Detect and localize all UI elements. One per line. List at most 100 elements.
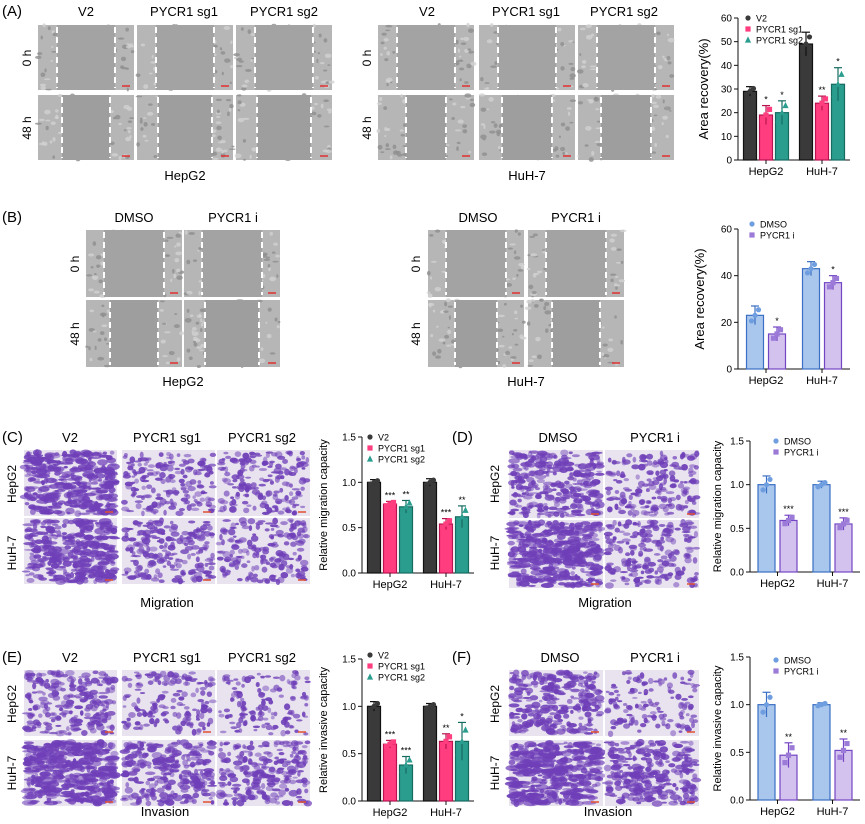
stained-cell [543, 452, 551, 456]
stained-cell [244, 676, 252, 684]
stained-cell [285, 567, 294, 574]
stained-cell [303, 533, 309, 538]
stained-cell [58, 461, 65, 465]
wound-healing-micrograph [183, 230, 280, 297]
stained-cell [237, 757, 248, 763]
stained-cell [288, 744, 296, 749]
stained-cell [595, 521, 603, 528]
stained-cell [255, 682, 260, 688]
transwell-micrograph [215, 517, 311, 586]
cell-texture [150, 123, 156, 126]
cell-texture [174, 245, 177, 248]
stained-cell [554, 496, 561, 502]
stained-cell [273, 684, 280, 691]
stained-cell [92, 502, 104, 507]
cell-texture [579, 27, 586, 31]
stained-cell [224, 471, 231, 477]
stained-cell [89, 790, 97, 794]
cell-texture [601, 352, 605, 357]
stained-cell [50, 751, 56, 758]
cell-texture [447, 326, 451, 329]
stained-cell [79, 710, 84, 716]
stained-cell [508, 556, 517, 563]
cell-texture [537, 270, 543, 274]
cell-texture [201, 323, 204, 327]
cell-texture [237, 117, 245, 123]
cell-texture [92, 241, 97, 246]
stained-cell [540, 583, 554, 588]
stained-cell [110, 684, 116, 691]
stained-cell [223, 451, 229, 455]
stained-cell [171, 577, 180, 583]
stained-cell [203, 768, 215, 773]
stained-cell [147, 764, 152, 769]
stained-cell [575, 513, 586, 517]
stained-cell [290, 523, 294, 529]
cell-texture [667, 61, 672, 65]
stained-cell [28, 496, 37, 502]
stained-cell [167, 779, 176, 785]
b-left-row-48h: 48 h [68, 322, 82, 345]
stained-cell [84, 707, 91, 712]
stained-cell [158, 765, 168, 772]
a-right-row-0h: 0 h [360, 50, 374, 67]
stained-cell [280, 719, 287, 726]
stained-cell [158, 704, 166, 709]
stained-cell [278, 752, 285, 756]
stained-cell [85, 463, 95, 471]
stained-cell [137, 727, 142, 730]
stained-cell [275, 578, 281, 586]
cell-texture [651, 101, 657, 105]
stained-cell [27, 477, 34, 483]
stained-cell [79, 782, 91, 785]
stained-cell [110, 567, 120, 572]
stained-cell [215, 541, 223, 546]
cell-texture [484, 82, 490, 84]
stained-cell [125, 782, 130, 788]
stained-cell [148, 783, 157, 790]
cell-texture [399, 129, 404, 132]
stained-cell [267, 474, 273, 478]
cell-texture [589, 65, 597, 68]
stained-cell [184, 674, 192, 681]
stained-cell [190, 575, 200, 582]
cell-texture [557, 27, 562, 32]
stained-cell [79, 766, 85, 773]
stained-cell [140, 792, 150, 797]
stained-cell [511, 485, 515, 489]
stained-cell [123, 453, 128, 458]
stained-cell [296, 456, 300, 463]
stained-cell [296, 461, 305, 468]
stained-cell [236, 721, 242, 729]
stained-cell [46, 571, 55, 575]
stained-cell [195, 687, 199, 694]
stained-cell [590, 563, 600, 566]
stained-cell [585, 563, 591, 569]
cell-texture [440, 310, 444, 314]
stained-cell [56, 755, 68, 760]
cell-texture [650, 126, 656, 131]
stained-cell [264, 578, 271, 584]
stained-cell [223, 708, 230, 713]
cell-texture [618, 279, 625, 283]
stained-cell [246, 539, 253, 547]
stained-cell [288, 470, 293, 476]
stained-cell [189, 479, 197, 485]
stained-cell [304, 680, 311, 684]
stained-cell [201, 458, 207, 462]
stained-cell [67, 551, 74, 558]
stained-cell [244, 576, 250, 582]
stained-cell [48, 484, 59, 489]
stained-cell [56, 510, 66, 517]
stained-cell [21, 745, 32, 750]
cell-texture [165, 361, 170, 365]
stained-cell [227, 781, 232, 787]
stained-cell [61, 523, 67, 528]
stained-cell [108, 502, 116, 505]
cell-texture [164, 331, 171, 334]
d-col-pycr1i: PYCR1 i [630, 430, 680, 445]
stained-cell [178, 507, 185, 512]
stained-cell [239, 697, 245, 702]
stained-cell [243, 507, 250, 514]
cell-texture [317, 52, 321, 55]
